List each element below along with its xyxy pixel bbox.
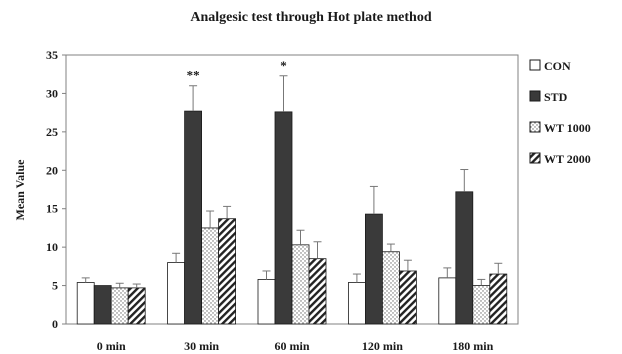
- x-tick-label: 0 min: [97, 339, 126, 353]
- legend-label: CON: [544, 59, 571, 73]
- legend-label: WT 2000: [544, 152, 591, 166]
- legend-swatch: [529, 121, 541, 133]
- bar-wt-1000: [291, 244, 310, 325]
- y-tick-label: 20: [46, 163, 58, 177]
- significance-mark: **: [187, 68, 200, 83]
- bar-std: [364, 213, 383, 325]
- legend-swatch: [529, 59, 541, 71]
- y-tick-label: 0: [52, 317, 58, 331]
- bar-con: [76, 282, 95, 325]
- legend-label: STD: [544, 90, 568, 104]
- bar-con: [347, 282, 366, 325]
- x-tick-label: 180 min: [452, 339, 493, 353]
- x-tick-label: 120 min: [362, 339, 403, 353]
- bar-std: [184, 110, 203, 325]
- y-axis-label: Mean Value: [13, 159, 27, 221]
- significance-mark: *: [280, 58, 287, 73]
- bar-wt-1000: [381, 251, 400, 325]
- bar-con: [438, 277, 457, 325]
- bar-wt-1000: [472, 285, 491, 325]
- bar-std: [274, 111, 293, 325]
- bar-std: [455, 191, 474, 325]
- bar-wt-2000: [127, 287, 146, 325]
- bar-wt-2000: [489, 273, 508, 325]
- bar-std: [93, 285, 112, 325]
- y-tick-label: 30: [46, 86, 58, 100]
- chart-title: Analgesic test through Hot plate method: [190, 10, 432, 25]
- bar-wt-1000: [201, 227, 220, 325]
- legend-label: WT 1000: [544, 121, 591, 135]
- y-tick-label: 35: [46, 48, 58, 62]
- y-tick-label: 5: [52, 279, 58, 293]
- x-tick-label: 60 min: [274, 339, 309, 353]
- legend-swatch: [529, 90, 541, 102]
- x-tick-label: 30 min: [184, 339, 219, 353]
- bar-wt-2000: [398, 270, 417, 325]
- bar-wt-2000: [308, 258, 327, 325]
- bar-con: [257, 279, 276, 325]
- y-tick-label: 15: [46, 202, 58, 216]
- bar-con: [167, 262, 186, 325]
- bar-wt-1000: [110, 287, 129, 325]
- legend-swatch: [529, 152, 541, 164]
- bar-wt-2000: [218, 218, 237, 325]
- y-tick-label: 25: [46, 125, 58, 139]
- y-tick-label: 10: [46, 240, 58, 254]
